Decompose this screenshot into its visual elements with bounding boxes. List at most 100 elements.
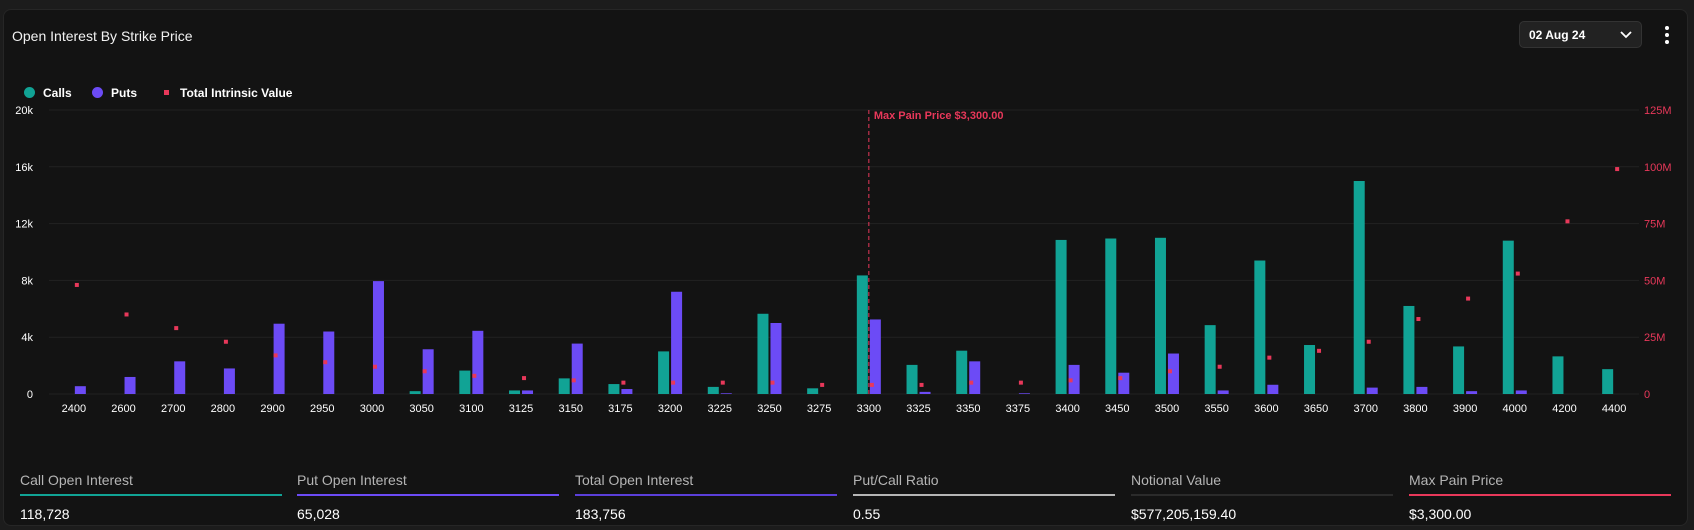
x-tick-label: 3600 [1254, 403, 1278, 415]
x-tick-label: 3500 [1155, 403, 1179, 415]
x-tick-label: 3250 [757, 403, 781, 415]
calls-bar [757, 313, 769, 394]
intrinsic-value-point [1317, 348, 1322, 353]
x-tick-label: 3550 [1204, 403, 1228, 415]
chevron-down-icon [1620, 31, 1632, 39]
stat-underline [853, 494, 1115, 496]
intrinsic-value-point [671, 380, 676, 385]
stat-call-open-interest: Call Open Interest 118,728 [20, 467, 282, 525]
x-tick-label: 3000 [360, 403, 384, 415]
x-tick-label: 4200 [1552, 403, 1576, 415]
puts-bar [1118, 372, 1130, 394]
puts-bar [969, 361, 981, 394]
chart-title: Open Interest By Strike Price [12, 28, 193, 44]
intrinsic-value-point [223, 339, 228, 344]
intrinsic-value-point [472, 373, 477, 378]
x-tick-label: 3050 [409, 403, 433, 415]
intrinsic-value-point [1515, 271, 1520, 276]
y-left-tick-label: 12k [15, 219, 33, 231]
x-tick-label: 3300 [857, 403, 881, 415]
calls-bar [459, 370, 471, 394]
intrinsic-value-point [621, 380, 626, 385]
intrinsic-value-point [522, 376, 527, 381]
max-pain-label: Max Pain Price $3,300.00 [874, 110, 1004, 122]
calls-bar [558, 378, 570, 394]
stat-underline [1409, 494, 1671, 496]
intrinsic-value-point [1466, 296, 1471, 301]
intrinsic-value-point [1118, 376, 1123, 381]
calls-bar [1105, 238, 1117, 394]
intrinsic-value-point [1615, 167, 1620, 172]
calls-bar [1502, 240, 1514, 394]
puts-bar [1515, 390, 1527, 394]
calls-bar [1254, 260, 1266, 394]
intrinsic-value-point [820, 382, 825, 387]
intrinsic-value-point [1068, 378, 1073, 383]
puts-bar [1167, 353, 1179, 394]
puts-bar [869, 319, 881, 394]
intrinsic-value-point [1267, 355, 1272, 360]
x-tick-label: 3100 [459, 403, 483, 415]
calls-bar [1552, 356, 1564, 394]
x-tick-label: 4400 [1602, 403, 1626, 415]
x-tick-label: 3800 [1403, 403, 1427, 415]
stat-label: Notional Value [1131, 472, 1222, 488]
x-tick-label: 2900 [260, 403, 284, 415]
intrinsic-value-point [571, 378, 576, 383]
open-interest-chart: 0 4k 8k 12k 16k 20k 0 25M 50M 75M 100M 125M 2400 2600… [15, 105, 1671, 415]
intrinsic-value-point [1217, 364, 1222, 369]
date-select[interactable]: 02 Aug 24 [1519, 21, 1642, 48]
intrinsic-value-point [869, 382, 874, 387]
puts-bar [422, 349, 434, 394]
y-left-tick-label: 20k [15, 105, 33, 117]
stat-value: 183,756 [575, 506, 626, 522]
stat-label: Put/Call Ratio [853, 472, 939, 488]
stat-label: Call Open Interest [20, 472, 133, 488]
puts-bar [1018, 393, 1030, 394]
date-select-value: 02 Aug 24 [1529, 28, 1586, 42]
intrinsic-value-point [1416, 317, 1421, 322]
stat-put-call-ratio: Put/Call Ratio 0.55 [853, 467, 1115, 525]
x-tick-label: 3125 [509, 403, 533, 415]
x-tick-label: 3400 [1055, 403, 1079, 415]
puts-bar [720, 393, 732, 394]
x-tick-label: 3150 [558, 403, 582, 415]
intrinsic-value-point [422, 369, 427, 374]
x-tick-label: 2600 [111, 403, 135, 415]
x-tick-label: 2700 [161, 403, 185, 415]
puts-bar [671, 291, 683, 394]
puts-bar [1217, 390, 1229, 394]
y-left-tick-label: 8k [21, 275, 33, 287]
intrinsic-value-point [174, 326, 179, 331]
calls-bar [807, 388, 819, 394]
puts-bar [174, 361, 186, 394]
y-left-tick-label: 16k [15, 162, 33, 174]
stat-underline [297, 494, 559, 496]
calls-bar [1204, 325, 1216, 394]
x-tick-label: 3175 [608, 403, 632, 415]
x-tick-label: 3650 [1304, 403, 1328, 415]
more-vertical-icon[interactable] [1656, 23, 1678, 47]
calls-bar [608, 384, 620, 394]
x-tick-label: 3700 [1353, 403, 1377, 415]
calls-bar [1353, 181, 1365, 394]
x-tick-label: 3375 [1006, 403, 1030, 415]
legend-puts-label: Puts [111, 86, 138, 100]
stat-value: $3,300.00 [1409, 506, 1472, 522]
calls-bar [658, 351, 670, 394]
legend-intrinsic-marker [164, 90, 169, 95]
puts-bar [770, 323, 782, 394]
stat-max-pain-price: Max Pain Price $3,300.00 [1409, 467, 1671, 525]
puts-bar [1416, 386, 1428, 394]
puts-bar [621, 389, 633, 394]
puts-bar [919, 391, 931, 394]
stat-value: 65,028 [297, 506, 340, 522]
puts-bar [74, 386, 86, 394]
intrinsic-value-point [720, 380, 725, 385]
x-tick-label: 3225 [708, 403, 732, 415]
puts-bar [1068, 364, 1080, 394]
x-tick-label: 3325 [906, 403, 930, 415]
intrinsic-value-point [1366, 339, 1371, 344]
intrinsic-value-point [969, 380, 974, 385]
calls-bar [509, 390, 521, 394]
